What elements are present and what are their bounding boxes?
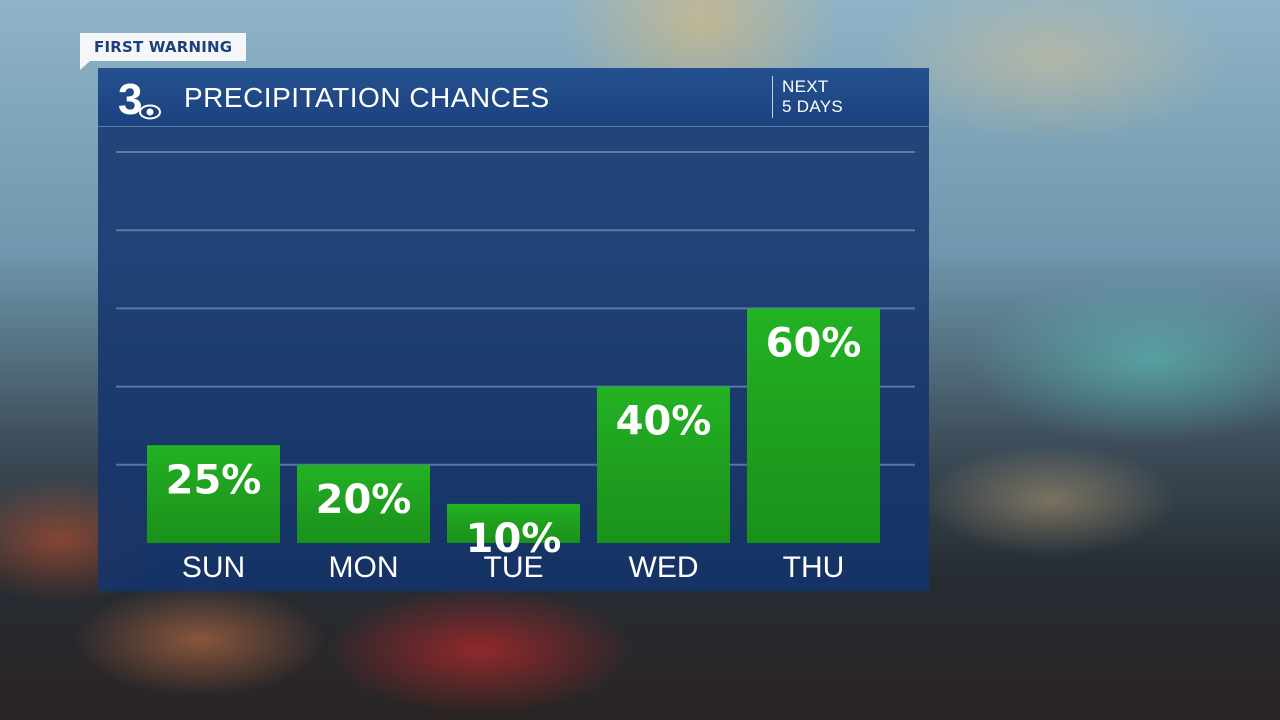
panel-header: 3 PRECIPITATION CHANCES NEXT 5 DAYS [98,68,929,127]
bar-thu [747,308,880,543]
bar-mon [297,464,430,543]
eye-icon [139,104,161,120]
bar-wed [597,386,730,543]
first-warning-label: FIRST WARNING [94,38,233,56]
timeframe-line-2: 5 DAYS [782,97,844,116]
day-label-wed: WED [629,551,699,584]
header-divider [772,76,773,118]
page-title: PRECIPITATION CHANCES [184,82,550,113]
bar-sun [147,445,280,543]
data-label-sun: 25% [166,457,262,503]
day-label-thu: THU [783,551,845,584]
first-warning-banner: FIRST WARNING [80,33,246,70]
precipitation-bar-chart: 25% SUN 20% MON 10%TUE 40% WED 60% THU [116,151,915,584]
station-logo-icon: 3 [118,75,161,122]
day-label-mon: MON [329,551,399,584]
data-label-wed: 40% [616,399,712,445]
data-label-mon: 20% [316,477,412,523]
timeframe-label: NEXT 5 DAYS [782,77,843,117]
data-label-thu: 60% [766,320,862,366]
timeframe-line-1: NEXT [782,77,829,96]
bar-tue [447,503,580,543]
data-label-tue: 10% [466,516,562,562]
forecast-panel: 3 PRECIPITATION CHANCES NEXT 5 DAYS 25% S… [98,68,929,591]
logo-number: 3 [118,75,142,122]
day-label-tue: TUE [484,551,544,584]
day-label-sun: SUN [182,551,245,584]
